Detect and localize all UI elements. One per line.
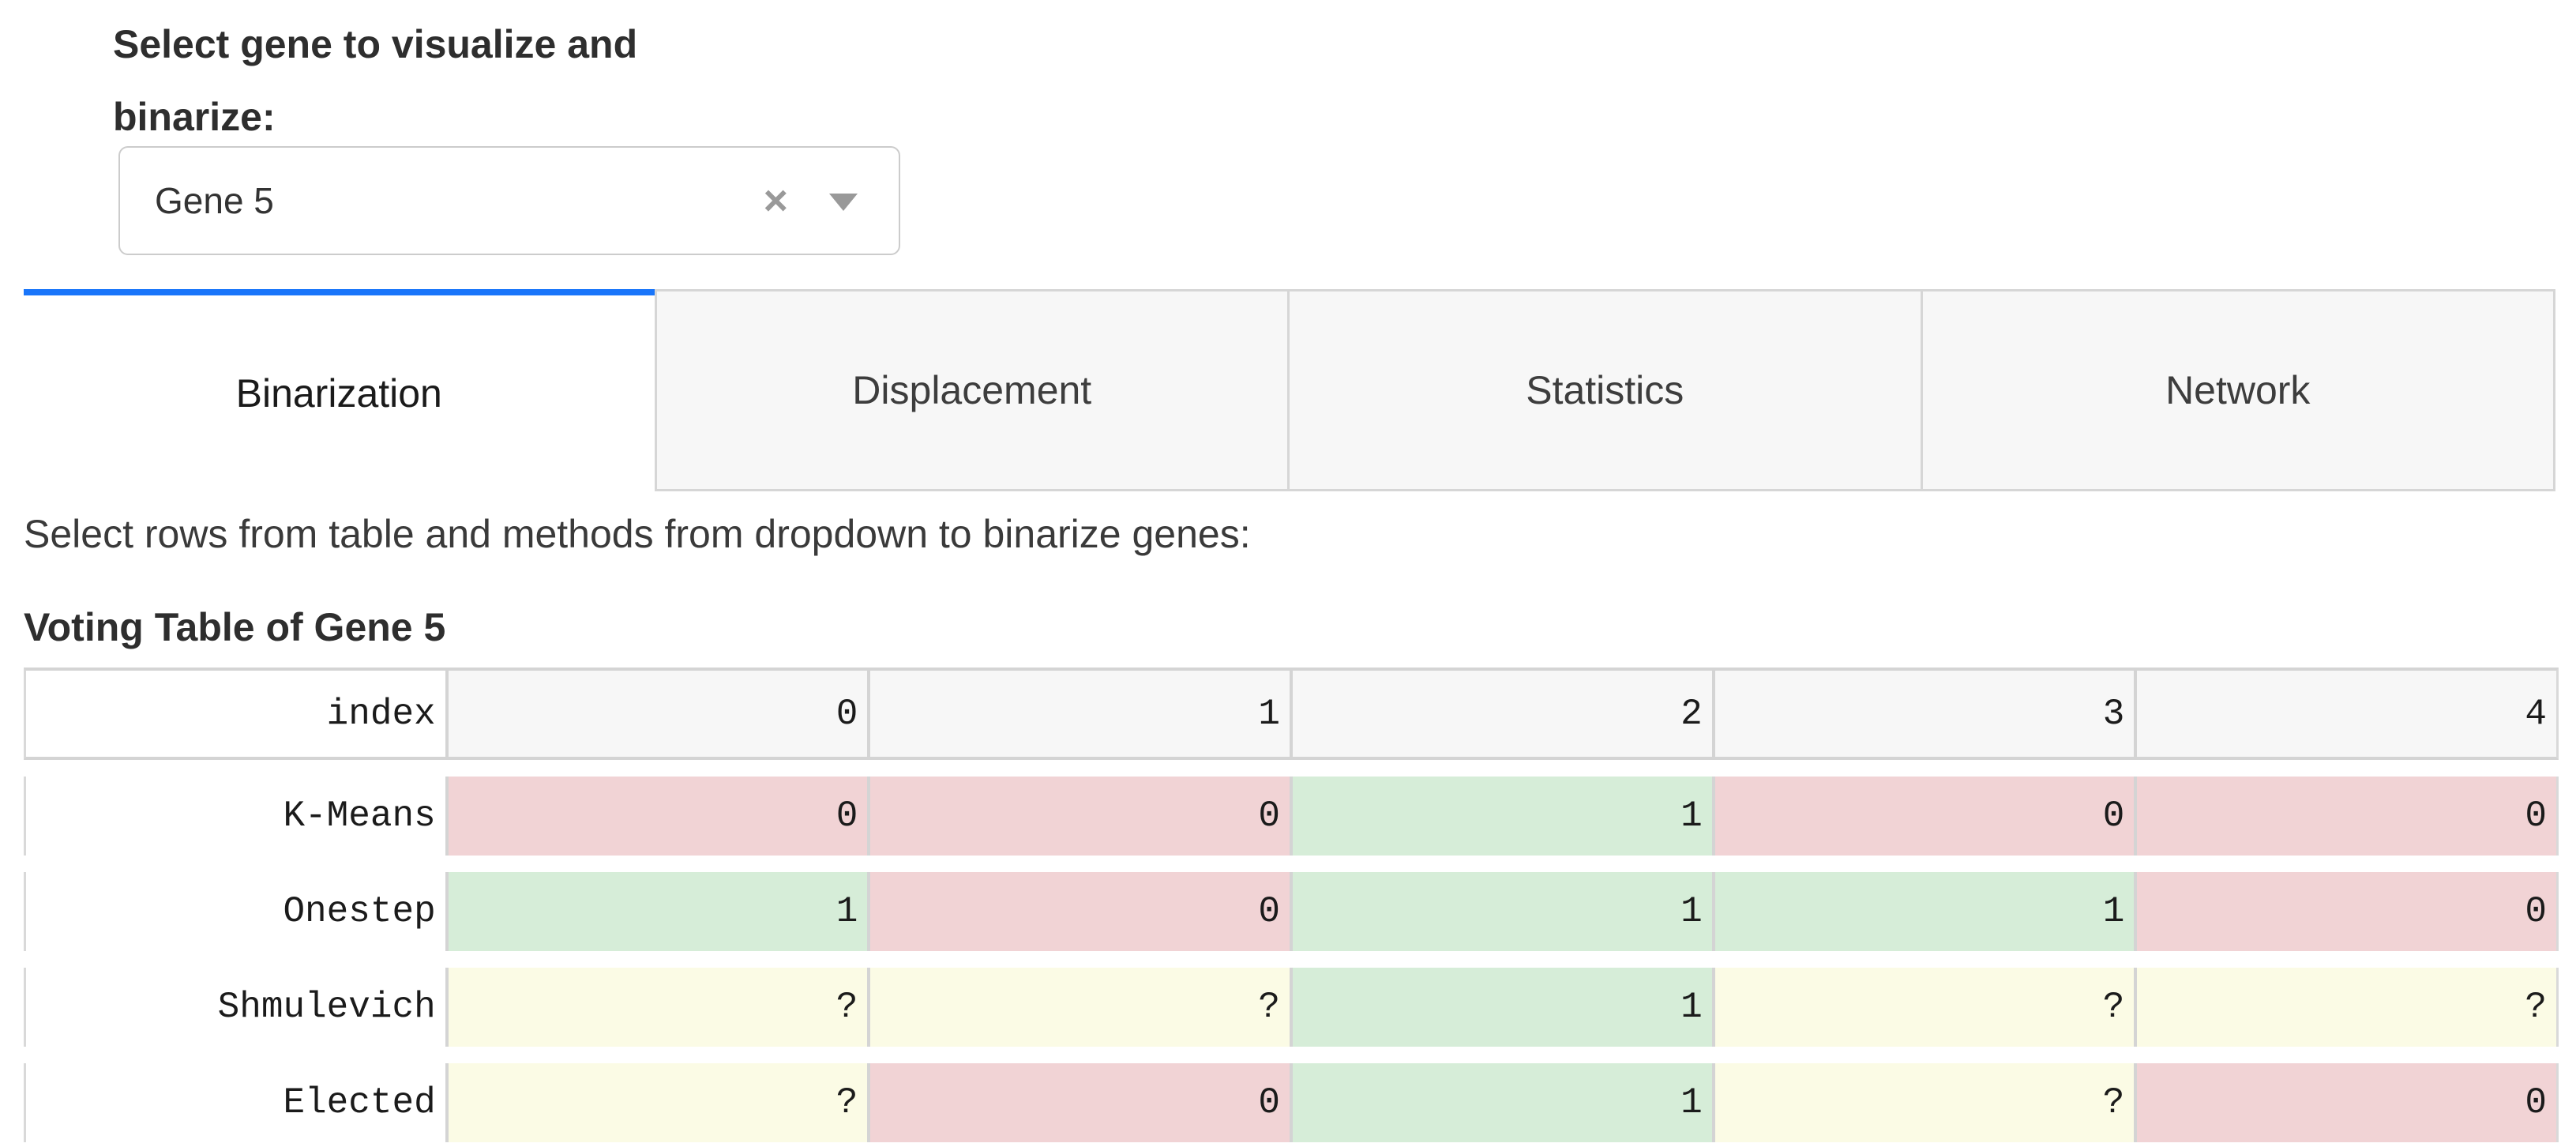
column-header-2: 2 (1290, 671, 1712, 757)
table-cell[interactable]: 1 (1290, 777, 1712, 856)
table-cell[interactable]: 1 (1711, 872, 2135, 951)
table-cell[interactable]: ? (1711, 1063, 2135, 1142)
row-label[interactable]: Shmulevich (26, 968, 445, 1047)
table-cell[interactable]: 1 (1290, 872, 1712, 951)
table-title: Voting Table of Gene 5 (24, 605, 446, 649)
table-cell[interactable]: 1 (1290, 1063, 1712, 1142)
table-cell[interactable]: 1 (445, 872, 868, 951)
tab-displacement[interactable]: Displacement (654, 289, 1287, 491)
row-label[interactable]: K-Means (26, 777, 445, 856)
table-index-header: index (26, 671, 445, 757)
table-cell[interactable]: ? (867, 968, 1290, 1047)
column-header-4: 4 (2134, 671, 2556, 757)
table-header-row: index 0 1 2 3 4 (24, 668, 2559, 760)
column-header-0: 0 (445, 671, 868, 757)
table-cell[interactable]: 0 (867, 1063, 1290, 1142)
tab-binarization[interactable]: Binarization (24, 289, 655, 491)
column-header-3: 3 (1711, 671, 2135, 757)
row-label[interactable]: Elected (26, 1063, 445, 1142)
table-row-onestep[interactable]: Onestep 1 0 1 1 0 (24, 872, 2559, 951)
table-cell[interactable]: 0 (867, 777, 1290, 856)
row-label[interactable]: Onestep (26, 872, 445, 951)
table-cell[interactable]: ? (1711, 968, 2135, 1047)
tab-bar: Binarization Displacement Statistics Net… (24, 289, 2555, 491)
table-cell[interactable]: 0 (867, 872, 1290, 951)
gene-dropdown-value: Gene 5 (155, 180, 274, 221)
table-cell[interactable]: 0 (1711, 777, 2135, 856)
clear-icon[interactable]: × (763, 177, 788, 224)
table-cell[interactable]: 0 (445, 777, 868, 856)
column-header-1: 1 (867, 671, 1290, 757)
table-cell[interactable]: 0 (2134, 777, 2557, 856)
table-cell[interactable]: ? (445, 968, 868, 1047)
table-row-elected[interactable]: Elected? 0 1? 0 (24, 1063, 2559, 1142)
instruction-text: Select rows from table and methods from … (24, 512, 1251, 556)
gene-dropdown[interactable]: Gene 5 × (118, 146, 900, 255)
voting-table: index 0 1 2 3 4 K-Means 0 0 1 0 0 Onestep 1 0 1 1 0 Shmul… (24, 668, 2559, 1142)
gene-selector-label: Select gene to visualize and binarize: (113, 22, 638, 139)
table-cell[interactable]: 0 (2134, 1063, 2557, 1142)
tab-network[interactable]: Network (1920, 289, 2555, 491)
table-cell[interactable]: 1 (1290, 968, 1712, 1047)
tab-statistics[interactable]: Statistics (1287, 289, 1921, 491)
table-cell[interactable]: ? (2134, 968, 2557, 1047)
chevron-down-icon[interactable] (829, 194, 858, 211)
table-cell[interactable]: ? (445, 1063, 868, 1142)
table-row-shmulevich[interactable]: Shmulevich?? 1?? (24, 968, 2559, 1047)
table-row-k-means[interactable]: K-Means 0 0 1 0 0 (24, 777, 2559, 856)
table-cell[interactable]: 0 (2134, 872, 2557, 951)
